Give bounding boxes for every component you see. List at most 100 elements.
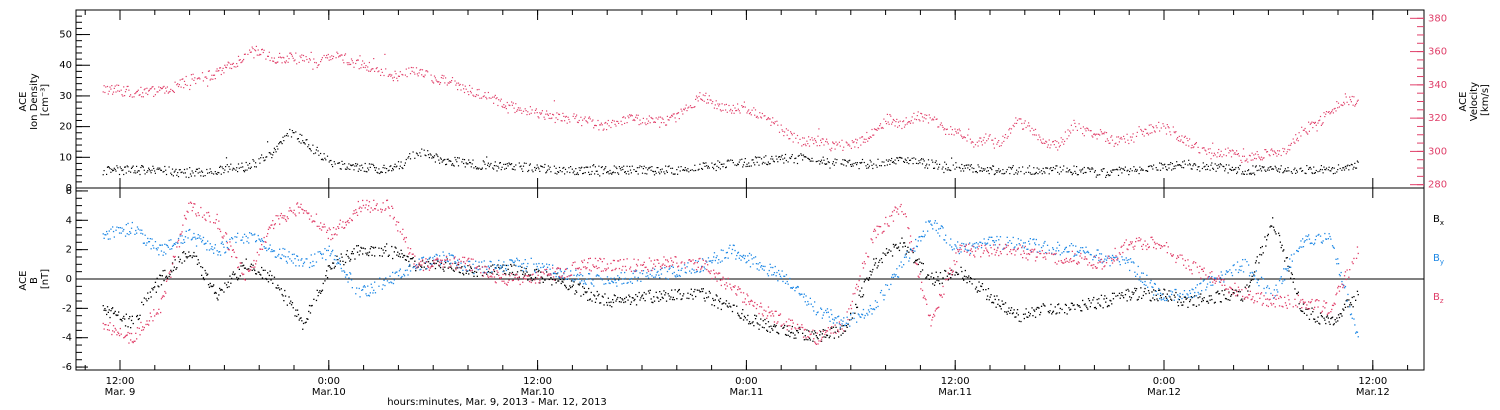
data-point [877, 158, 879, 160]
data-point [157, 91, 159, 93]
data-point [471, 163, 473, 165]
data-point [1028, 240, 1030, 242]
data-point [820, 161, 822, 163]
data-point [263, 160, 265, 162]
data-point [1166, 293, 1168, 295]
data-point [360, 246, 362, 249]
data-point [445, 77, 447, 79]
data-point [1025, 171, 1027, 173]
data-point [415, 270, 417, 272]
data-point [985, 243, 987, 246]
data-point [1219, 163, 1221, 165]
data-point [611, 121, 613, 124]
data-point [877, 265, 879, 267]
data-point [284, 135, 286, 137]
data-point [998, 140, 1000, 142]
data-point [1260, 170, 1263, 172]
data-point [356, 251, 359, 253]
data-point [754, 256, 757, 258]
data-point [1270, 166, 1272, 168]
data-point [676, 113, 678, 115]
data-point [314, 61, 316, 64]
data-point [1002, 248, 1004, 250]
data-point [957, 273, 959, 276]
data-point [411, 70, 413, 72]
data-point [612, 281, 615, 284]
data-point [421, 69, 424, 71]
data-point [317, 64, 319, 67]
data-point [1072, 304, 1074, 307]
data-point [1034, 173, 1036, 175]
data-point [241, 61, 243, 63]
data-point [247, 53, 249, 55]
data-point [216, 173, 218, 175]
data-point [1013, 173, 1015, 175]
data-point [1343, 101, 1345, 103]
data-point [165, 275, 168, 277]
data-point [695, 98, 697, 100]
data-point [854, 312, 856, 314]
data-point [1070, 171, 1072, 173]
data-point [1038, 307, 1040, 309]
data-point [283, 300, 285, 302]
data-point [614, 123, 616, 125]
data-point [501, 266, 503, 268]
data-point [276, 287, 278, 289]
data-point [173, 266, 175, 268]
data-point [422, 256, 425, 258]
data-point [939, 227, 942, 230]
data-point [1296, 171, 1298, 173]
data-point [721, 103, 723, 105]
data-point [883, 161, 885, 163]
data-point [986, 167, 989, 169]
data-point [673, 113, 675, 115]
data-point [1014, 246, 1016, 248]
data-point [938, 280, 940, 282]
data-point [1087, 127, 1089, 130]
data-point [629, 303, 632, 305]
data-point [1040, 139, 1042, 141]
data-point [130, 327, 132, 329]
data-point [1152, 168, 1154, 170]
data-point [580, 116, 582, 118]
data-point [546, 110, 548, 112]
data-point [1043, 171, 1045, 173]
data-point [1319, 323, 1321, 325]
data-point [278, 56, 280, 58]
data-point [788, 138, 790, 140]
data-point [659, 173, 661, 175]
data-point [478, 88, 480, 91]
data-point [893, 162, 895, 164]
data-point [1146, 132, 1148, 134]
data-point [545, 113, 547, 115]
data-point [227, 281, 229, 283]
data-point [395, 166, 397, 168]
data-point [1105, 301, 1107, 303]
data-point [759, 112, 761, 114]
data-point [677, 291, 679, 293]
data-point [509, 259, 511, 261]
data-point [483, 260, 485, 262]
data-point [253, 160, 255, 162]
data-point [1327, 169, 1329, 171]
data-point [639, 272, 641, 274]
data-point [833, 164, 835, 166]
data-point [1202, 162, 1204, 164]
data-point [399, 165, 401, 167]
data-point [614, 172, 616, 174]
data-point [634, 298, 636, 301]
data-point [529, 274, 532, 276]
data-point [812, 340, 814, 342]
data-point [331, 164, 333, 166]
data-point [810, 160, 812, 162]
data-point [313, 265, 315, 267]
data-point [195, 170, 197, 172]
data-point [1258, 262, 1260, 264]
data-point [831, 327, 833, 329]
data-point [358, 287, 360, 290]
data-point [598, 165, 600, 167]
data-point [832, 326, 835, 328]
data-point [528, 113, 531, 115]
data-point [277, 284, 279, 286]
data-point [648, 115, 650, 117]
